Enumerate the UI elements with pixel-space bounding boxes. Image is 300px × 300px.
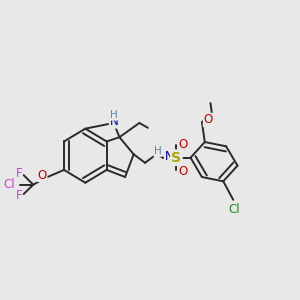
Text: F: F	[16, 167, 22, 180]
Text: O: O	[38, 169, 47, 182]
Text: H: H	[110, 110, 118, 120]
Text: Cl: Cl	[229, 203, 241, 216]
Text: O: O	[178, 138, 187, 151]
Text: Cl: Cl	[3, 178, 15, 191]
Text: S: S	[171, 151, 181, 165]
Text: N: N	[110, 115, 118, 128]
Text: N: N	[164, 150, 173, 163]
Text: F: F	[16, 189, 22, 202]
Text: H: H	[154, 146, 162, 156]
Text: O: O	[178, 164, 187, 178]
Text: O: O	[203, 113, 213, 126]
